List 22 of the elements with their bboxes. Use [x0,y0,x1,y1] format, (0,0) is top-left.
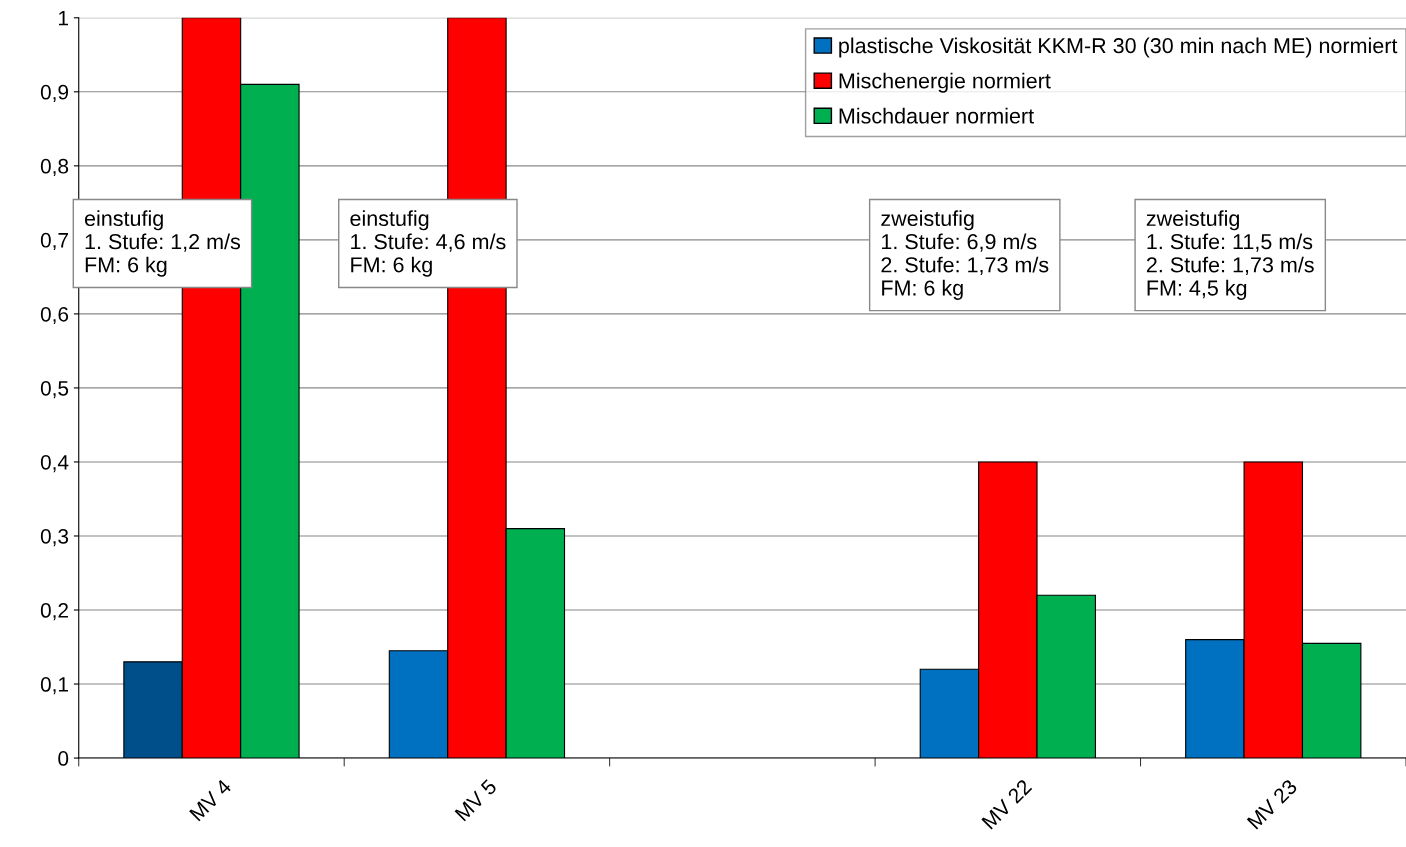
y-tick-label: 0,3 [40,528,69,547]
annotation: zweistufig 1. Stufe: 11,5 m/s 2. Stufe: 1,73 m/s FM: 4,5 kg [1146,210,1314,300]
y-tick-label: 0,6 [40,306,69,325]
y-tick-label: 1 [59,11,68,26]
y-tick-label: 0,2 [40,603,68,621]
annotation: zweistufig 1. Stufe: 6,9 m/s 2. Stufe: 1,73 m/s FM: 6 kg [881,210,1049,300]
annotation: einstufig 1. Stufe: 1,2 m/s FM: 6 kg [84,210,241,277]
x-tick-label: MV 23 [1246,778,1298,830]
y-tick-label: 0,7 [40,232,68,251]
legend-label: Mischenergie normiert [839,72,1051,93]
y-tick-label: 0,8 [40,158,69,177]
x-tick-label: MV 22 [981,778,1033,830]
y-tick-label: 0,5 [40,380,69,399]
y-tick-label: 0,9 [40,84,69,103]
y-tick-label: 0,1 [40,677,68,695]
y-tick-label: 0,4 [40,454,69,473]
x-tick-label: MV 4 [189,778,233,822]
y-tick-label: 0 [58,751,69,766]
annotation: einstufig 1. Stufe: 4,6 m/s FM: 6 kg [350,210,506,277]
legend-label: Mischdauer normiert [839,107,1034,124]
legend-label: plastische Viskosität KKM-R 30 (30 min nach ME) normiert [839,37,1398,58]
x-tick-label: MV 5 [454,778,498,822]
